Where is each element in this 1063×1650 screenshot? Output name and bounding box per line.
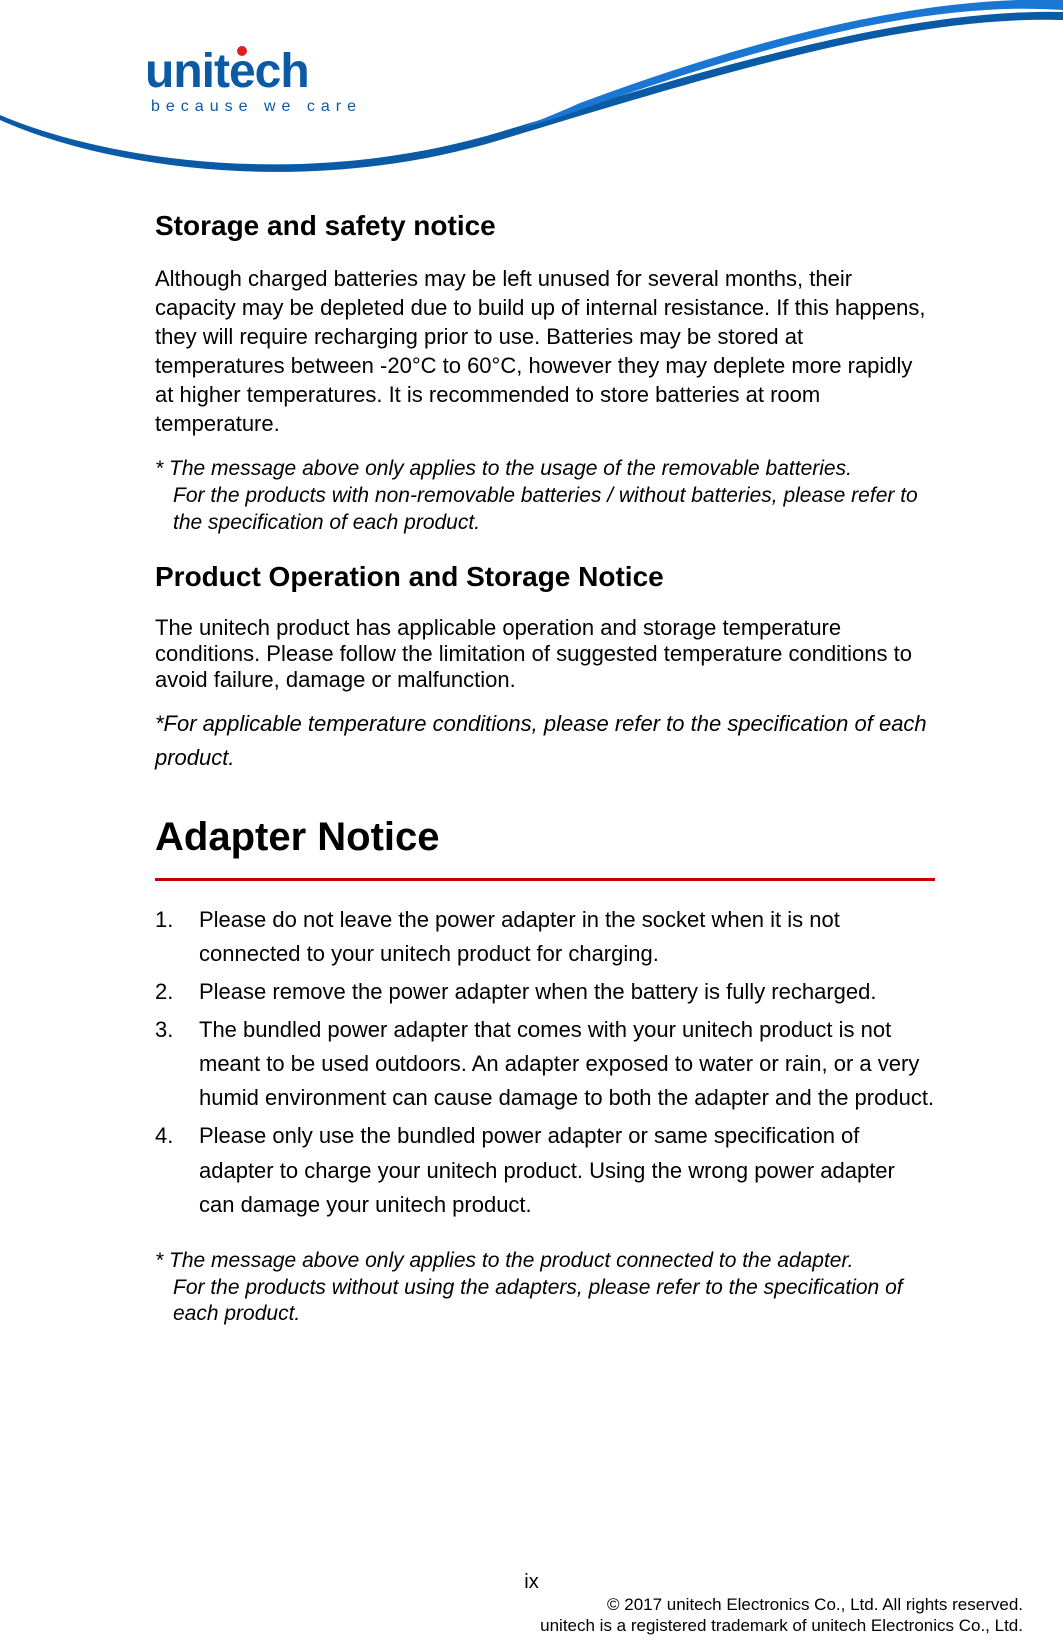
logo-text: unitech xyxy=(145,45,309,98)
footer-line2: unitech is a registered trademark of uni… xyxy=(540,1615,1023,1636)
footer-line1: © 2017 unitech Electronics Co., Ltd. All… xyxy=(540,1594,1023,1615)
adapter-note: * The message above only applies to the … xyxy=(155,1248,935,1329)
adapter-rule xyxy=(155,878,935,881)
operation-heading: Product Operation and Storage Notice xyxy=(155,561,935,593)
adapter-note-line2: For the products without using the adapt… xyxy=(155,1275,935,1329)
footer: © 2017 unitech Electronics Co., Ltd. All… xyxy=(540,1594,1023,1637)
storage-heading: Storage and safety notice xyxy=(155,210,935,242)
adapter-item: Please do not leave the power adapter in… xyxy=(155,903,935,971)
adapter-item: The bundled power adapter that comes wit… xyxy=(155,1013,935,1115)
logo-wordmark: unitech xyxy=(145,48,405,96)
operation-note: *For applicable temperature conditions, … xyxy=(155,707,935,775)
adapter-item: Please only use the bundled power adapte… xyxy=(155,1119,935,1221)
storage-note: * The message above only applies to the … xyxy=(155,456,935,537)
logo-tagline: because we care xyxy=(151,98,405,116)
storage-note-line2: For the products with non-removable batt… xyxy=(155,483,935,537)
adapter-note-line1: * The message above only applies to the … xyxy=(155,1249,854,1272)
adapter-item: Please remove the power adapter when the… xyxy=(155,975,935,1009)
storage-note-line1: * The message above only applies to the … xyxy=(155,457,852,480)
adapter-heading: Adapter Notice xyxy=(155,815,935,860)
page-number: ix xyxy=(0,1571,1063,1594)
logo: unitech because we care xyxy=(145,48,405,116)
logo-dot-icon xyxy=(237,46,247,56)
adapter-list: Please do not leave the power adapter in… xyxy=(155,903,935,1222)
operation-body: The unitech product has applicable opera… xyxy=(155,615,935,693)
storage-body: Although charged batteries may be left u… xyxy=(155,264,935,438)
page-content: Storage and safety notice Although charg… xyxy=(155,210,935,1352)
